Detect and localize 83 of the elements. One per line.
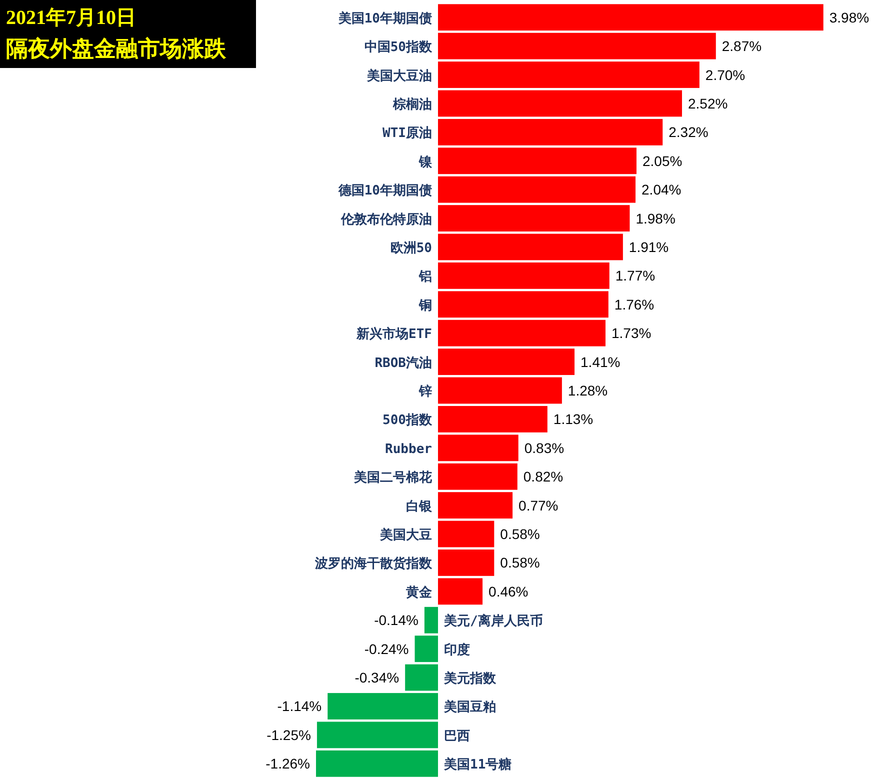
y-tick-label: 美元/离岸人民币 <box>443 613 543 630</box>
data-label: 0.58% <box>500 554 540 571</box>
y-tick-label: 新兴市场ETF <box>356 326 432 342</box>
bar <box>438 348 575 375</box>
data-label: 0.77% <box>518 497 558 514</box>
data-label: -1.14% <box>277 698 322 714</box>
bar <box>438 406 548 432</box>
y-tick-label: 500指数 <box>382 413 433 428</box>
y-tick-label: 中国50指数 <box>364 40 433 56</box>
y-tick-label: 美国10年期国债 <box>337 10 432 26</box>
data-label: 0.58% <box>500 526 540 542</box>
y-tick-label: 铜 <box>418 298 432 314</box>
data-label: 1.13% <box>553 411 594 428</box>
data-label: 2.70% <box>705 66 746 83</box>
bar <box>438 148 636 174</box>
data-label: 3.98% <box>829 9 870 26</box>
y-tick-label: 美国大豆 <box>379 527 432 544</box>
bar <box>405 664 438 691</box>
y-tick-label: WTI原油 <box>382 126 432 142</box>
data-label: -0.14% <box>374 612 418 628</box>
bar <box>438 118 663 146</box>
bar <box>438 320 606 346</box>
y-tick-label: 美元指数 <box>443 670 497 687</box>
data-label: 1.41% <box>580 354 620 370</box>
bar <box>438 32 716 60</box>
y-tick-label: 美国豆粕 <box>443 699 496 716</box>
bar <box>438 176 636 203</box>
y-tick-label: 棕榈油 <box>392 96 432 112</box>
bar <box>424 606 438 634</box>
data-label: 2.05% <box>642 152 682 169</box>
data-label: 1.76% <box>614 296 654 312</box>
bar <box>438 434 518 462</box>
y-tick-label: 德国10年期国债 <box>337 184 432 199</box>
y-tick-label: 印度 <box>444 642 470 658</box>
data-label: 2.87% <box>722 38 762 54</box>
bar <box>438 550 494 576</box>
y-tick-label: 镍 <box>418 154 433 170</box>
bar <box>438 90 682 117</box>
y-tick-label: 伦敦布伦特原油 <box>340 211 432 228</box>
data-label: 1.73% <box>612 325 652 342</box>
y-tick-label: 美国大豆油 <box>366 68 432 84</box>
bar <box>328 693 438 720</box>
y-tick-label: 白银 <box>406 499 433 514</box>
bar <box>414 636 438 662</box>
data-label: 1.91% <box>628 238 669 255</box>
y-tick-label: 黄金 <box>405 585 433 600</box>
bar <box>438 578 483 605</box>
data-label: 2.32% <box>668 124 708 140</box>
data-label: -0.24% <box>364 640 409 657</box>
y-tick-label: 美国二号棉花 <box>353 470 433 486</box>
bar <box>438 463 518 490</box>
bar <box>438 377 562 404</box>
data-label: -1.25% <box>266 726 311 743</box>
data-label: 2.04% <box>642 182 682 198</box>
bar <box>316 722 438 748</box>
y-tick-label: 美国11号糖 <box>443 756 512 773</box>
bar <box>438 520 494 548</box>
bar <box>438 262 610 289</box>
data-label: 0.82% <box>523 468 564 485</box>
data-label: -1.26% <box>266 756 310 772</box>
bar <box>438 62 700 88</box>
bar <box>438 4 824 31</box>
bar <box>316 750 438 777</box>
y-tick-label: RBOB汽油 <box>374 356 432 371</box>
data-label: -0.34% <box>354 670 400 686</box>
bar <box>438 234 623 260</box>
data-label: 0.83% <box>524 440 564 456</box>
y-tick-label: 欧洲50 <box>390 240 432 256</box>
y-tick-label: 波罗的海干散货指数 <box>314 556 433 572</box>
text: 隔夜外盘金融市场涨跌 <box>6 36 227 61</box>
data-label: 0.46% <box>488 583 528 600</box>
y-tick-label: Rubber <box>385 442 432 457</box>
data-label: 1.28% <box>568 382 608 398</box>
y-tick-label: 巴西 <box>444 728 470 744</box>
data-label: 1.98% <box>636 210 676 226</box>
y-tick-label: 铝 <box>418 270 432 285</box>
bar <box>438 492 513 519</box>
bar <box>438 205 630 232</box>
y-tick-label: 锌 <box>418 384 432 400</box>
data-label: 2.52% <box>688 95 728 112</box>
bar <box>438 291 608 318</box>
text: 2021年7月10日 <box>6 7 136 29</box>
data-label: 1.77% <box>615 268 656 284</box>
